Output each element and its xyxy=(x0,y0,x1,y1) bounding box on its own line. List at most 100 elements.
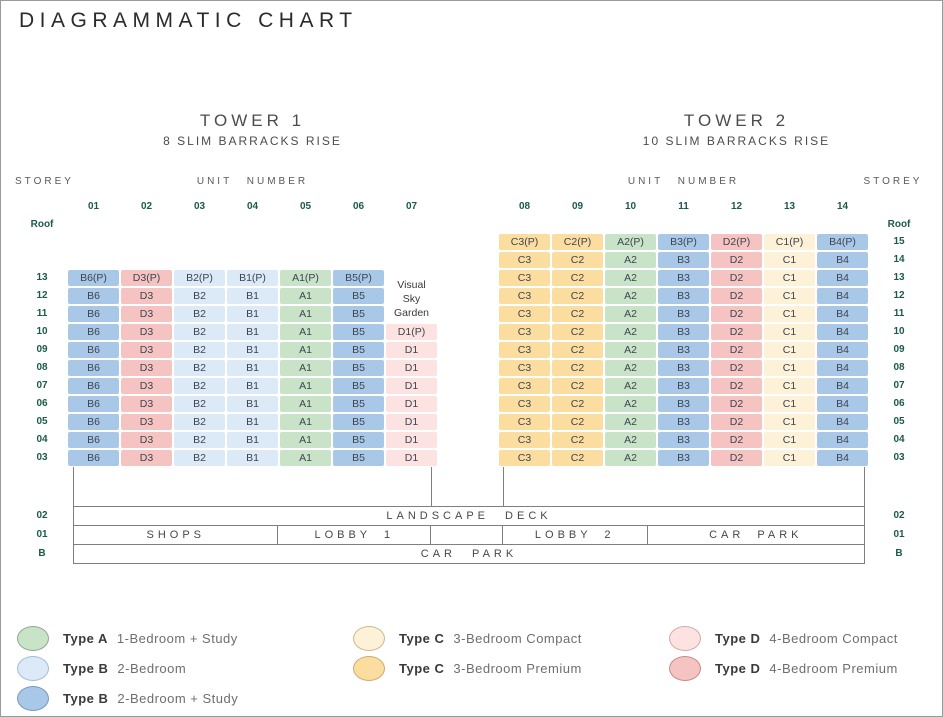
unit-cell: B3 xyxy=(658,324,709,340)
unit-cell: A2 xyxy=(605,270,656,286)
unit-cell: B5 xyxy=(333,324,384,340)
unit-cell: D3 xyxy=(121,432,172,448)
unit-cell: C3 xyxy=(499,288,550,304)
unit-number-label: 08 xyxy=(518,201,531,212)
unit-cell: D1 xyxy=(386,360,437,376)
unit-cell: B2 xyxy=(174,288,225,304)
storey-label: 11 xyxy=(36,308,48,319)
unit-cell: B4 xyxy=(817,450,868,466)
unit-cell: D2 xyxy=(711,324,762,340)
unit-cell: A2 xyxy=(605,252,656,268)
connector-line xyxy=(864,467,865,506)
unit-cell: B5 xyxy=(333,360,384,376)
tower2-address: 10 SLIM BARRACKS RISE xyxy=(642,134,831,148)
unit-cell: B4 xyxy=(817,360,868,376)
lower-storey-label-right: B xyxy=(895,548,903,559)
unit-cell: B5 xyxy=(333,432,384,448)
unit-cell: B4 xyxy=(817,324,868,340)
unit-number-label: 03 xyxy=(193,201,206,212)
storey-label: 08 xyxy=(893,362,905,373)
unit-cell: D2 xyxy=(711,306,762,322)
unit-cell: D1 xyxy=(386,396,437,412)
unit-cell: B6 xyxy=(68,450,119,466)
unit-cell: D3 xyxy=(121,450,172,466)
legend-type-description: 2-Bedroom + Study xyxy=(117,690,239,706)
lower-storey-label-left: 02 xyxy=(36,510,48,521)
legend-item: Type A 1-Bedroom + Study xyxy=(17,625,238,651)
unit-cell: C3 xyxy=(499,432,550,448)
tower1-header: TOWER 1 8 SLIM BARRACKS RISE xyxy=(67,111,438,148)
roof-label-tower2: Roof xyxy=(887,219,911,230)
unit-cell: A1 xyxy=(280,360,331,376)
unit-cell: D3 xyxy=(121,378,172,394)
unit-cell: D3 xyxy=(121,306,172,322)
unit-cell: B3 xyxy=(658,396,709,412)
unit-cell: D3 xyxy=(121,342,172,358)
unit-cell: B6(P) xyxy=(68,270,119,286)
unit-number-label: 09 xyxy=(571,201,584,212)
unit-cell: A2 xyxy=(605,396,656,412)
unit-cell: B4 xyxy=(817,414,868,430)
unit-cell: D2(P) xyxy=(711,234,762,250)
storey-label: 15 xyxy=(893,236,905,247)
tower2-name: TOWER 2 xyxy=(683,111,790,130)
unit-cell: C1 xyxy=(764,432,815,448)
unit-cell: C2 xyxy=(552,270,603,286)
legend-type-label: Type A xyxy=(63,630,108,646)
unit-cell: C1(P) xyxy=(764,234,815,250)
type-c-compact-legend-swatch-icon xyxy=(353,625,385,651)
unit-cell: B6 xyxy=(68,432,119,448)
storey-label: 03 xyxy=(36,452,48,463)
storey-label: 10 xyxy=(893,326,905,337)
unit-cell: B2 xyxy=(174,306,225,322)
unit-cell: D3(P) xyxy=(121,270,172,286)
unit-cell: B2 xyxy=(174,378,225,394)
unit-number-label: 01 xyxy=(87,201,100,212)
unit-cell: A1 xyxy=(280,378,331,394)
unit-cell: D2 xyxy=(711,450,762,466)
unit-cell: A1 xyxy=(280,414,331,430)
unit-cell: D2 xyxy=(711,252,762,268)
unit-cell: B2 xyxy=(174,414,225,430)
unit-cell: D2 xyxy=(711,414,762,430)
unit-cell: B1 xyxy=(227,414,278,430)
unit-cell: D1 xyxy=(386,450,437,466)
unit-cell: B2(P) xyxy=(174,270,225,286)
tower2-header: TOWER 2 10 SLIM BARRACKS RISE xyxy=(551,111,922,148)
unit-cell: D2 xyxy=(711,378,762,394)
unit-cell: B4 xyxy=(817,270,868,286)
roof-label-tower1: Roof xyxy=(30,219,54,230)
unit-cell: B5 xyxy=(333,450,384,466)
unit-cell: B2 xyxy=(174,396,225,412)
unit-cell: C2 xyxy=(552,378,603,394)
legend-type-label: Type C xyxy=(399,660,445,676)
type-a-legend-swatch-icon xyxy=(17,625,49,651)
unit-cell: B1 xyxy=(227,432,278,448)
unit-cell: B3 xyxy=(658,342,709,358)
unit-cell: B1 xyxy=(227,378,278,394)
lower-storey-label-right: 02 xyxy=(893,510,905,521)
unit-cell: C3 xyxy=(499,306,550,322)
legend-type-description: 3-Bedroom Premium xyxy=(453,660,582,676)
type-d-compact-legend-swatch-icon xyxy=(669,625,701,651)
unit-cell: A2 xyxy=(605,432,656,448)
unit-cell: B5(P) xyxy=(333,270,384,286)
unit-cell: B4 xyxy=(817,378,868,394)
unit-number-label: 06 xyxy=(352,201,365,212)
unit-cell: D2 xyxy=(711,270,762,286)
unit-cell: B5 xyxy=(333,378,384,394)
storey-label: 08 xyxy=(36,362,48,373)
unit-cell: C1 xyxy=(764,396,815,412)
unit-cell: D1 xyxy=(386,432,437,448)
storey-label: 07 xyxy=(893,380,905,391)
unit-cell: C3 xyxy=(499,450,550,466)
basement-carpark-label: CAR PARK xyxy=(420,548,518,560)
unit-number-label: 05 xyxy=(299,201,312,212)
unit-cell: B1 xyxy=(227,396,278,412)
storey-label: 14 xyxy=(893,254,905,265)
unit-cell: B1 xyxy=(227,450,278,466)
storey-label: 09 xyxy=(36,344,48,355)
legend-type-description: 2-Bedroom xyxy=(117,660,187,676)
unit-cell: B6 xyxy=(68,378,119,394)
